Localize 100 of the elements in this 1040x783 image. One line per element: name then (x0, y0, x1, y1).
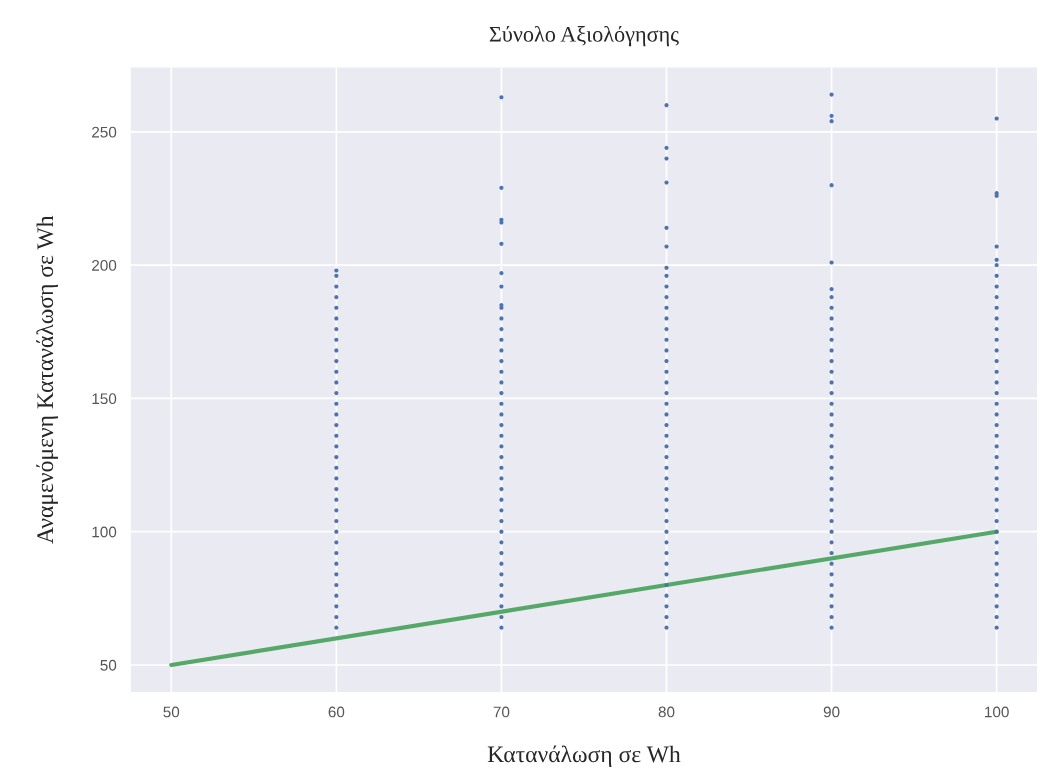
point (829, 287, 834, 292)
point (829, 518, 834, 524)
point (334, 337, 339, 342)
point (829, 327, 834, 332)
point (664, 295, 669, 300)
point (829, 422, 834, 428)
point (499, 604, 504, 609)
point (829, 486, 834, 492)
point (664, 369, 669, 374)
point (664, 284, 669, 289)
y-tick-label: 50 (100, 659, 117, 671)
point (664, 337, 669, 342)
point (334, 444, 339, 449)
point (994, 465, 999, 470)
point (499, 95, 504, 100)
point (664, 273, 669, 278)
point (334, 593, 339, 598)
point (994, 257, 999, 262)
point (334, 486, 339, 492)
x-tick-label: 90 (823, 706, 840, 718)
point (664, 486, 669, 492)
point (829, 348, 834, 353)
point (499, 327, 504, 332)
point (664, 305, 669, 310)
point (829, 454, 834, 460)
point (499, 486, 504, 492)
point (829, 359, 834, 364)
point (994, 486, 999, 492)
x-tick-label: 100 (985, 706, 1009, 718)
point (499, 582, 504, 588)
y-tick-label: 150 (92, 393, 117, 405)
point (664, 465, 669, 470)
point (994, 614, 999, 620)
point (334, 273, 339, 278)
point (829, 295, 834, 300)
point (994, 550, 999, 556)
point (829, 391, 834, 396)
point (829, 113, 834, 118)
point (499, 369, 504, 374)
chart-title: Σύνολο Αξιολόγησης (489, 25, 679, 47)
point (994, 369, 999, 374)
point (499, 337, 504, 342)
y-tick-label: 200 (92, 260, 117, 271)
point (829, 92, 834, 97)
point (334, 572, 339, 577)
point (334, 412, 339, 417)
point (334, 433, 339, 438)
x-tick-label: 80 (658, 706, 675, 718)
point (334, 476, 339, 481)
x-tick-label: 70 (493, 706, 510, 718)
point (334, 422, 339, 428)
point (499, 271, 504, 276)
point (334, 614, 339, 620)
point (334, 295, 339, 300)
point (994, 497, 999, 502)
point (994, 508, 999, 513)
point (829, 119, 834, 124)
point (994, 561, 999, 566)
point (829, 614, 834, 620)
point (664, 225, 669, 230)
point (664, 348, 669, 353)
point (829, 582, 834, 588)
point (334, 550, 339, 556)
point (829, 316, 834, 321)
point (994, 263, 999, 268)
x-axis-title: Κατανάλωση σε Wh (487, 745, 681, 768)
point (664, 401, 669, 406)
point (994, 604, 999, 609)
point (499, 550, 504, 556)
point (499, 422, 504, 428)
x-tick-label: 50 (163, 706, 180, 718)
point (664, 265, 669, 270)
point (994, 593, 999, 598)
point (334, 604, 339, 609)
point (994, 305, 999, 310)
point (334, 369, 339, 374)
point (994, 401, 999, 406)
point (334, 625, 339, 630)
point (829, 550, 834, 556)
point (664, 244, 669, 249)
point (664, 327, 669, 332)
point (334, 582, 339, 588)
point (994, 422, 999, 428)
point (664, 180, 669, 185)
point (334, 508, 339, 513)
point (664, 145, 669, 150)
point (829, 183, 834, 188)
point (994, 540, 999, 545)
point (664, 316, 669, 321)
point (334, 454, 339, 460)
point (334, 401, 339, 406)
point (664, 422, 669, 428)
point (334, 391, 339, 396)
point (664, 454, 669, 460)
point (994, 391, 999, 396)
point (334, 518, 339, 524)
point (994, 572, 999, 577)
point (334, 540, 339, 545)
x-tick-label: 60 (328, 706, 345, 718)
point (499, 518, 504, 524)
